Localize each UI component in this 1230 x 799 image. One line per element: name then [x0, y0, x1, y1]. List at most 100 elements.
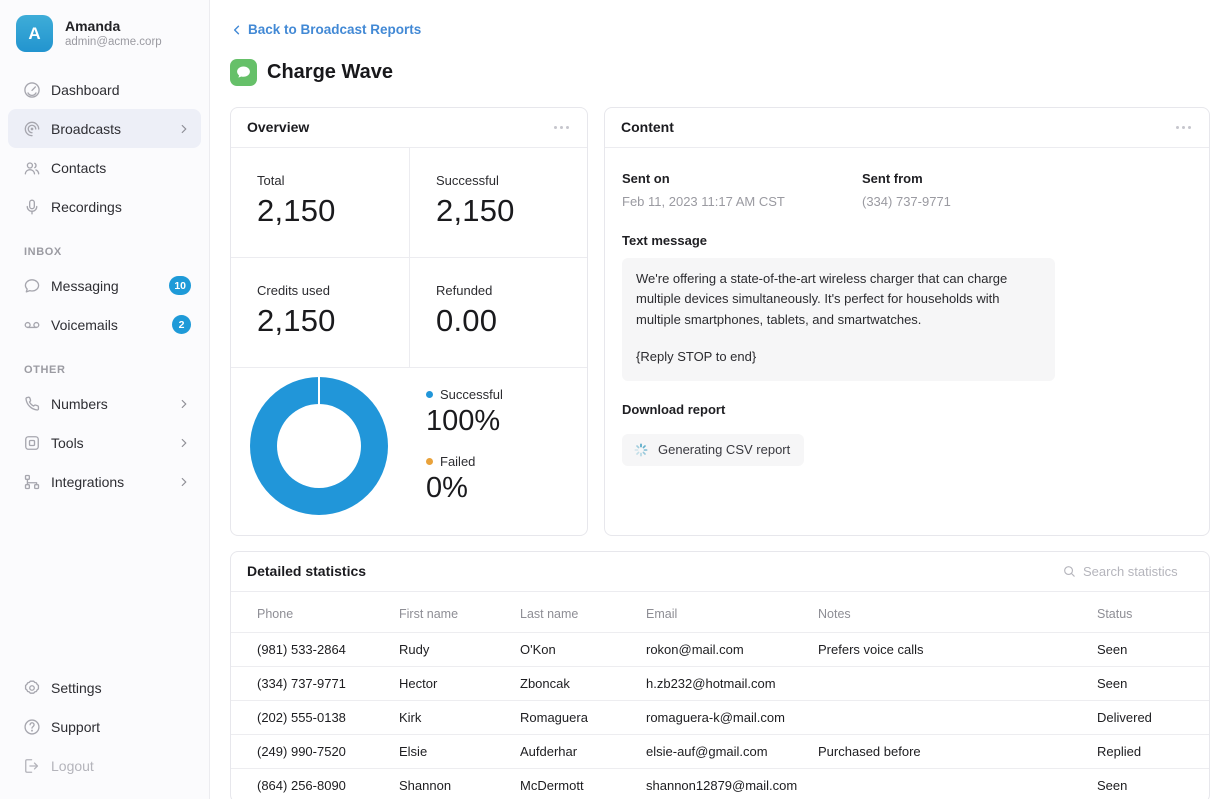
contacts-icon	[22, 158, 42, 178]
sidebar-item-voicemails[interactable]: Voicemails 2	[8, 305, 201, 344]
stat-total: Total 2,150	[231, 148, 409, 258]
sent-on-value: Feb 11, 2023 11:17 AM CST	[622, 193, 785, 209]
cell-email: h.zb232@hotmail.com	[646, 665, 818, 700]
cell-phone: (334) 737-9771	[231, 665, 399, 700]
stat-label: Successful	[436, 172, 499, 188]
cell-notes: Prefers voice calls	[818, 631, 1097, 666]
cell-email: romaguera-k@mail.com	[646, 699, 818, 734]
cell-notes	[818, 767, 1097, 799]
table-row[interactable]: (334) 737-9771 Hector Zboncak h.zb232@ho…	[231, 665, 1209, 700]
stat-value: 2,150	[257, 192, 336, 228]
sidebar-item-label: Contacts	[51, 159, 107, 176]
detailed-statistics-card: Detailed statistics Phone First name Las…	[230, 550, 1210, 799]
page-title: Charge Wave	[267, 60, 393, 83]
table-row[interactable]: (864) 256-8090 Shannon McDermott shannon…	[231, 767, 1209, 799]
chart-legend: Successful 100% Failed 0%	[426, 387, 503, 505]
section-label-other: OTHER	[24, 364, 66, 376]
col-status: Status	[1097, 606, 1133, 621]
integrations-icon	[22, 472, 42, 492]
sidebar-item-dashboard[interactable]: Dashboard	[8, 70, 201, 109]
sidebar-item-broadcasts[interactable]: Broadcasts	[8, 109, 201, 148]
cell-last-name: Zboncak	[520, 665, 646, 700]
user-name: Amanda	[65, 18, 121, 34]
cell-email: rokon@mail.com	[646, 631, 818, 666]
content-menu-button[interactable]	[1174, 122, 1193, 133]
main-content: Back to Broadcast Reports Charge Wave Ov…	[210, 0, 1230, 799]
phone-icon	[22, 394, 42, 414]
overview-stats-grid: Total 2,150 Successful 2,150 Credits use…	[231, 147, 587, 368]
chevron-right-icon	[181, 477, 187, 486]
microphone-icon	[22, 197, 42, 217]
table-row[interactable]: (249) 990-7520 Elsie Aufderhar elsie-auf…	[231, 733, 1209, 768]
content-card: Content Sent on Feb 11, 2023 11:17 AM CS…	[604, 106, 1210, 536]
back-link[interactable]: Back to Broadcast Reports	[230, 22, 421, 37]
sidebar-item-messaging[interactable]: Messaging 10	[8, 266, 201, 305]
cell-status: Seen	[1097, 631, 1209, 666]
stat-label: Credits used	[257, 282, 330, 298]
table-header-row: Phone First name Last name Email Notes S…	[231, 592, 1209, 633]
cell-status: Delivered	[1097, 699, 1209, 734]
sidebar-bottom: Settings Support Logout	[0, 668, 209, 799]
user-email: admin@acme.corp	[65, 36, 162, 48]
sidebar-item-label: Numbers	[51, 395, 108, 412]
tools-icon	[22, 433, 42, 453]
search-input[interactable]	[1083, 563, 1193, 579]
table-row[interactable]: (981) 533-2864 Rudy O'Kon rokon@mail.com…	[231, 631, 1209, 666]
gear-icon	[22, 678, 42, 698]
sidebar-item-recordings[interactable]: Recordings	[8, 187, 201, 226]
legend-failed-value: 0%	[426, 472, 468, 504]
user-profile[interactable]: A Amanda admin@acme.corp	[0, 0, 209, 62]
sidebar-item-label: Recordings	[51, 198, 122, 215]
cell-last-name: Romaguera	[520, 699, 646, 734]
message-app-icon	[230, 58, 257, 86]
sidebar-item-label: Messaging	[51, 277, 119, 294]
table-row[interactable]: (202) 555-0138 Kirk Romaguera romaguera-…	[231, 699, 1209, 734]
col-phone: Phone	[257, 606, 294, 621]
search-icon	[1064, 565, 1075, 577]
cell-notes: Purchased before	[818, 733, 1097, 768]
sidebar-item-tools[interactable]: Tools	[8, 423, 201, 462]
sidebar: A Amanda admin@acme.corp Dashboard Broad…	[0, 0, 210, 799]
chevron-right-icon	[181, 399, 187, 408]
voicemails-badge: 2	[172, 315, 191, 334]
cell-email: elsie-auf@gmail.com	[646, 733, 818, 768]
stat-value: 2,150	[257, 302, 336, 338]
stat-credits-used: Credits used 2,150	[231, 258, 409, 368]
sidebar-item-integrations[interactable]: Integrations	[8, 462, 201, 501]
sent-from-field: Sent from (334) 737-9771	[862, 171, 1102, 209]
sent-on-field: Sent on Feb 11, 2023 11:17 AM CST	[622, 171, 862, 209]
sidebar-item-settings[interactable]: Settings	[8, 668, 201, 707]
col-notes: Notes	[818, 606, 851, 621]
overview-menu-button[interactable]	[552, 122, 571, 133]
sidebar-nav: Dashboard Broadcasts Contacts Recor	[0, 62, 209, 501]
sidebar-item-numbers[interactable]: Numbers	[8, 384, 201, 423]
sent-from-label: Sent from	[862, 170, 923, 186]
donut-gap	[318, 377, 320, 405]
sidebar-item-label: Tools	[51, 434, 84, 451]
cell-first-name: Elsie	[399, 733, 520, 768]
chevron-right-icon	[181, 438, 187, 447]
col-last-name: Last name	[520, 606, 579, 621]
generating-report-button[interactable]: Generating CSV report	[622, 433, 805, 466]
cell-last-name: O'Kon	[520, 631, 646, 666]
text-message-label: Text message	[622, 232, 708, 248]
text-message-body: We're offering a state-of-the-art wirele…	[636, 270, 1008, 328]
cell-phone: (202) 555-0138	[231, 699, 399, 734]
sidebar-item-label: Dashboard	[51, 81, 120, 98]
cell-last-name: Aufderhar	[520, 733, 646, 768]
sidebar-item-logout[interactable]: Logout	[8, 746, 201, 785]
help-circle-icon	[22, 717, 42, 737]
sent-from-value: (334) 737-9771	[862, 193, 951, 209]
legend-successful-value: 100%	[426, 405, 501, 437]
sidebar-item-contacts[interactable]: Contacts	[8, 148, 201, 187]
sidebar-item-support[interactable]: Support	[8, 707, 201, 746]
broadcast-icon	[22, 119, 42, 139]
donut-chart	[250, 377, 388, 515]
cell-last-name: McDermott	[520, 767, 646, 799]
sidebar-item-label: Broadcasts	[51, 120, 122, 137]
text-message-footer: {Reply STOP to end}	[636, 348, 757, 364]
chat-bubble-icon	[22, 276, 42, 296]
cell-notes	[818, 699, 1097, 734]
sidebar-item-label: Voicemails	[51, 316, 118, 333]
